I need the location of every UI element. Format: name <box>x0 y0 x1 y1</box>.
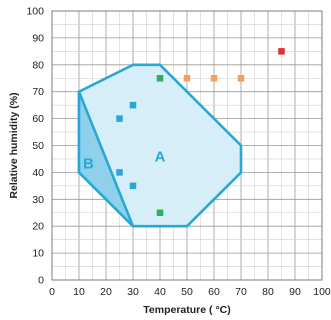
tick-labels: 0 10 20 30 40 50 60 70 80 90 100 0 10 20 30 40 50 60 70 80 9… <box>26 6 330 299</box>
y-axis-label: Relative humidity (%) <box>8 92 20 198</box>
x-axis-label: Temperature ( °C) <box>143 304 230 316</box>
data-point <box>237 75 245 82</box>
y-tick-label: 10 <box>32 248 44 260</box>
y-tick-label: 90 <box>32 32 44 44</box>
x-tick-label: 80 <box>262 286 274 298</box>
x-tick-label: 60 <box>208 286 220 298</box>
x-tick-label: 20 <box>100 286 112 298</box>
y-tick-label: 50 <box>32 140 44 152</box>
x-tick-label: 100 <box>313 286 331 298</box>
y-tick-label: 70 <box>32 86 44 98</box>
y-tick-label: 0 <box>38 275 44 287</box>
data-point <box>116 169 123 176</box>
x-tick-label: 70 <box>235 286 247 298</box>
y-tick-label: 100 <box>26 6 44 18</box>
x-tick-label: 10 <box>73 286 85 298</box>
x-tick-label: 40 <box>154 286 166 298</box>
region-label-b: B <box>83 155 94 172</box>
data-point <box>129 182 137 190</box>
data-point <box>278 48 285 55</box>
x-tick-label: 90 <box>289 286 301 298</box>
data-point <box>129 101 137 109</box>
data-points <box>116 48 285 216</box>
data-point <box>116 115 123 122</box>
x-tick-label: 50 <box>181 286 193 298</box>
plot-border <box>51 10 323 281</box>
y-tick-label: 80 <box>32 59 44 71</box>
region-a <box>77 63 243 228</box>
x-tick-label: 0 <box>49 286 55 298</box>
region-b <box>77 91 135 228</box>
data-point <box>156 209 164 216</box>
y-tick-label: 40 <box>32 167 44 179</box>
x-tick-label: 30 <box>127 286 139 298</box>
region-label-a: A <box>155 149 166 166</box>
data-point <box>210 75 218 82</box>
data-point <box>156 75 164 82</box>
data-point <box>183 75 191 82</box>
y-tick-label: 20 <box>32 221 44 233</box>
regions: AB <box>77 63 243 228</box>
y-tick-label: 30 <box>32 194 44 206</box>
y-tick-label: 60 <box>32 113 44 125</box>
